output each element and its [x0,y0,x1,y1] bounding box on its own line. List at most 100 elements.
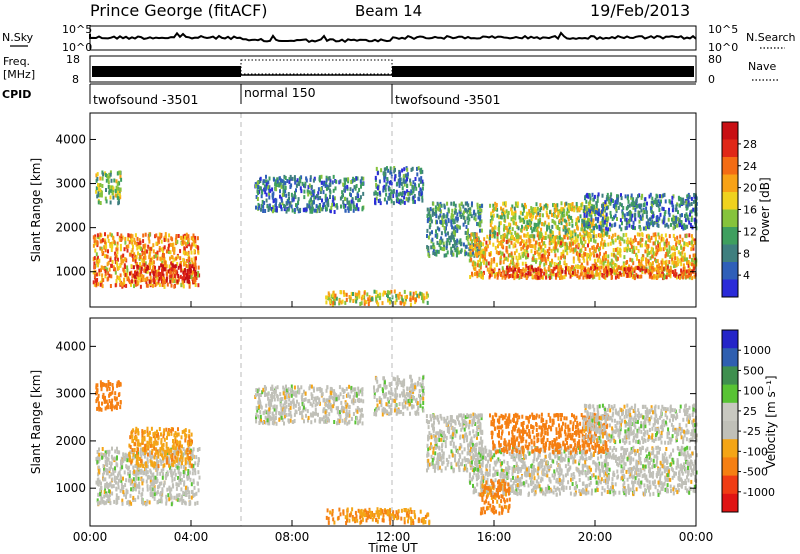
x-tick-label: 12:00 [376,530,411,544]
nave-label: Nave [748,60,776,73]
frequency-band-twofsound-1 [92,66,241,77]
freq-units: [MHz] [3,68,35,81]
power-region-8 [489,265,697,281]
velocity-y-ticks: 1000 2000 3000 4000 [55,339,696,495]
x-tick-label: 16:00 [477,530,512,544]
freq-tick-top: 18 [66,53,80,66]
colorbar-tick-label: -25 [743,425,761,438]
power-x-ticks [89,301,697,307]
cpid-segment-2: normal 150 [244,85,316,100]
x-tick-label: 00:00 [679,530,714,544]
colorbar-tick-label: 16 [743,204,757,217]
nsearch-tick-bottom: 10^0 [708,41,738,54]
velocity-region-3 [254,384,365,426]
date-label: 19/Feb/2013 [590,1,690,20]
cpid-label: CPID [2,88,31,101]
power-data-marks [92,166,698,307]
colorbar-tick-label: 20 [743,182,757,195]
cpid-strip: CPID twofsound -3501 normal 150 twofsoun… [2,83,696,107]
power-region-5 [373,166,425,206]
colorbar-swatch [722,421,738,440]
colorbar-swatch [722,330,738,349]
power-y-axis-label: Slant Range [km] [29,158,43,262]
cpid-segment-1: twofsound -3501 [93,92,198,107]
beam-label: Beam 14 [355,2,422,20]
velocity-colorbar-label: Velocity [m s⁻¹] [764,375,778,468]
colorbar-swatch [722,402,738,422]
power-heatmap-panel: 1000 2000 3000 4000 Slant Range [km] [29,112,698,308]
noise-trace [89,31,697,44]
nave-box-normal [240,59,393,75]
colorbar-swatch [722,457,738,477]
velocity-region-4 [325,507,431,526]
velocity-region-0 [95,445,201,507]
velocity-heatmap-panel: 1000 2000 3000 4000 00:00 04:00 08:00 12:00 16:… [29,317,714,554]
frequency-panel: Freq. [MHz] 18 8 80 0 Nave [3,53,778,86]
y-tick-label: 2000 [55,434,86,448]
colorbar-swatch [722,493,738,513]
colorbar-swatch [722,157,738,175]
colorbar-tick-label: 8 [743,247,750,260]
colorbar-swatch [722,262,738,280]
cpid-segment-3: twofsound -3501 [395,92,500,107]
y-tick-label: 3000 [55,387,86,401]
y-tick-label: 1000 [55,265,86,279]
x-tick-label: 20:00 [578,530,613,544]
velocity-region-10 [582,403,698,445]
power-region-4 [325,289,429,307]
x-axis-label: Time UT [367,541,418,554]
colorbar-swatch [722,475,738,495]
colorbar-swatch [722,209,738,228]
x-tick-label: 04:00 [174,530,209,544]
x-tick-label: 00:00 [73,530,108,544]
velocity-region-5 [373,374,425,417]
nsearch-tick-top: 10^5 [708,23,738,36]
power-region-3 [254,174,365,214]
colorbar-swatch [722,366,738,386]
colorbar-swatch [722,279,738,298]
velocity-region-2 [95,380,122,412]
nsearch-label: N.Search [746,31,796,44]
colorbar-swatch [722,384,738,404]
colorbar-tick-label: 500 [743,364,764,377]
y-tick-label: 3000 [55,177,86,191]
colorbar-swatch [722,244,738,263]
noise-panel: N.Sky 10^5 10^0 10^5 10^0 N.Search [2,23,796,54]
velocity-y-axis-label: Slant Range [km] [29,370,43,474]
nave-tick-bottom: 0 [708,73,715,86]
nsky-tick-bottom: 10^0 [62,41,92,54]
colorbar-tick-label: 24 [743,160,757,173]
freq-tick-bottom: 8 [72,73,79,86]
velocity-region-9 [479,478,511,516]
colorbar-swatch [722,348,738,367]
y-tick-label: 4000 [55,339,86,353]
colorbar-tick-label: 4 [743,269,750,282]
nsky-label: N.Sky [2,31,34,44]
colorbar-swatch [722,227,738,245]
y-tick-label: 1000 [55,481,86,495]
colorbar-swatch [722,439,738,458]
colorbar-tick-label: -500 [743,466,768,479]
colorbar-swatch [722,139,738,158]
colorbar-tick-label: 1000 [743,344,771,357]
power-colorbar: 4 8 12 16 20 24 28 Power [dB] [721,121,772,298]
velocity-data-marks [95,374,698,526]
power-colorbar-label: Power [dB] [758,177,772,242]
colorbar-swatch [722,122,738,140]
power-region-10 [582,192,698,232]
velocity-colorbar: 1000 500 100 25 -25 -100 -500 -1000 Velocity [m… [721,329,778,513]
power-region-9 [489,201,610,241]
colorbar-tick-label: -1000 [743,486,775,499]
colorbar-tick-label: 25 [743,405,757,418]
velocity-x-ticks: 00:00 04:00 08:00 12:00 16:00 20:00 00:00 [73,520,714,544]
power-region-2 [95,170,123,206]
power-y-ticks: 1000 2000 3000 4000 [55,132,696,279]
colorbar-tick-label: 28 [743,138,757,151]
nsky-tick-top: 10^5 [62,23,92,36]
x-tick-label: 08:00 [275,530,310,544]
colorbar-swatch [722,192,738,210]
velocity-region-7 [468,445,698,497]
y-tick-label: 4000 [55,132,86,146]
colorbar-tick-label: 12 [743,225,757,238]
